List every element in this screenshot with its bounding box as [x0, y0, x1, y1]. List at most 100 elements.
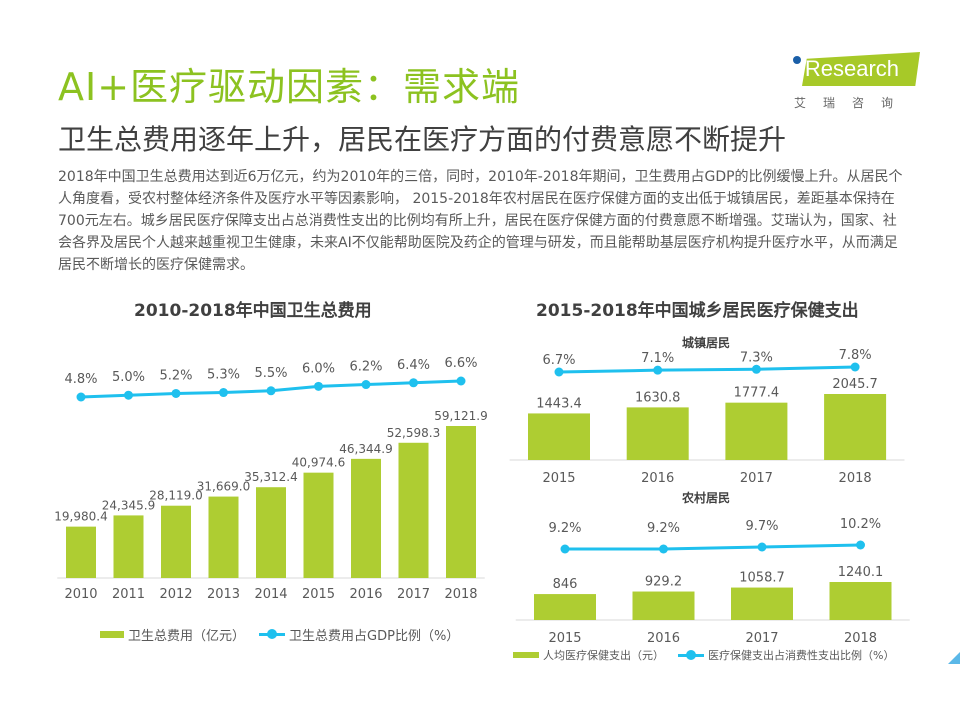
- chart-subtitle-urban: 城镇居民: [682, 336, 731, 350]
- line-value-label: 6.0%: [302, 361, 335, 376]
- x-tick-label: 2014: [254, 587, 287, 602]
- bar: [824, 394, 887, 460]
- x-tick-label: 2016: [641, 471, 674, 486]
- bar: [829, 582, 892, 620]
- legend-line-swatch: [678, 649, 704, 660]
- line-value-label: 6.2%: [349, 360, 382, 375]
- line-point: [856, 540, 865, 550]
- line-point: [314, 381, 323, 391]
- x-tick-label: 2011: [112, 587, 145, 602]
- bar: [725, 402, 788, 460]
- line-point: [219, 388, 228, 398]
- bar-value-label: 24,345.9: [102, 498, 155, 512]
- bar-value-label: 1630.8: [635, 390, 681, 405]
- bar: [534, 594, 596, 620]
- legend-right: 人均医疗保健支出（元） 医疗保健支出占消费性支出比例（%）: [513, 647, 894, 663]
- bar: [446, 426, 476, 578]
- bar-value-label: 52,598.3: [387, 426, 440, 440]
- bar: [303, 472, 334, 578]
- bar-value-label: 1443.4: [536, 396, 582, 411]
- line-value-label: 5.5%: [254, 366, 287, 381]
- bar: [626, 407, 689, 460]
- bar: [66, 526, 96, 578]
- x-tick-label: 2016: [349, 587, 382, 602]
- bar-value-label: 2045.7: [832, 377, 878, 392]
- legend-left: 卫生总费用（亿元） 卫生总费用占GDP比例（%）: [100, 625, 459, 644]
- line-point: [653, 365, 663, 375]
- logo-text: iResearch: [800, 56, 900, 81]
- bar-value-label: 35,312.4: [244, 470, 297, 484]
- x-tick-label: 2018: [839, 471, 872, 486]
- bar-value-label: 28,119.0: [149, 489, 202, 503]
- page-subtitle: 卫生总费用逐年上升，居民在医疗方面的付费意愿不断提升: [58, 123, 787, 156]
- line-point: [266, 386, 276, 396]
- bar: [161, 505, 191, 578]
- bar: [528, 413, 590, 460]
- x-tick-label: 2018: [444, 587, 477, 602]
- bar: [398, 442, 429, 578]
- legend-bar-swatch: [513, 652, 539, 658]
- chart-title-left: 2010-2018年中国卫生总费用: [134, 301, 372, 321]
- line-series: [565, 543, 861, 551]
- x-tick-label: 2016: [647, 631, 680, 646]
- line-value-label: 7.3%: [740, 350, 773, 365]
- line-point: [409, 378, 418, 388]
- line-point: [124, 390, 133, 400]
- logo-cn: 艾瑞咨询: [794, 96, 911, 110]
- legend-bar-label: 人均医疗保健支出（元）: [543, 649, 664, 662]
- bar-value-label: 1058.7: [739, 571, 785, 586]
- line-series: [558, 365, 856, 374]
- line-point: [560, 544, 570, 554]
- line-value-label: 10.2%: [840, 517, 881, 532]
- legend-line-label: 医疗保健支出占消费性支出比例（%）: [708, 649, 895, 662]
- bar-value-label: 40,974.6: [292, 456, 345, 470]
- x-tick-label: 2018: [844, 631, 877, 646]
- x-tick-label: 2015: [302, 587, 335, 602]
- body-text: 2018年中国卫生总费用达到近6万亿元，约为2010年的三倍，同时，2010年-…: [58, 169, 903, 273]
- line-value-label: 5.3%: [207, 368, 240, 383]
- line-value-label: 6.7%: [542, 353, 575, 368]
- bar: [256, 487, 286, 578]
- corner-decoration: [948, 652, 960, 664]
- chart-subtitle-rural: 农村居民: [682, 491, 731, 505]
- x-tick-label: 2012: [159, 587, 192, 602]
- bar-value-label: 846: [553, 577, 578, 592]
- bar-value-label: 31,669.0: [197, 480, 250, 494]
- line-value-label: 9.7%: [745, 519, 778, 534]
- line-value-label: 5.2%: [159, 368, 192, 383]
- bar: [208, 496, 239, 578]
- page-title: AI+医疗驱动因素：需求端: [58, 65, 521, 109]
- legend-line-swatch: [259, 629, 286, 639]
- bar: [113, 515, 144, 578]
- line-point: [171, 388, 181, 398]
- line-point: [659, 544, 668, 554]
- line-value-label: 7.8%: [839, 348, 872, 363]
- bar-value-label: 1240.1: [838, 565, 884, 580]
- line-point: [751, 364, 761, 374]
- x-tick-label: 2015: [542, 471, 575, 486]
- bar: [632, 591, 695, 620]
- bar-value-label: 59,121.9: [434, 409, 487, 423]
- line-point: [361, 380, 371, 390]
- bar-value-label: 929.2: [645, 575, 682, 590]
- legend-bar-label: 卫生总费用（亿元）: [128, 629, 246, 644]
- line-point: [456, 376, 466, 386]
- bar-value-label: 1777.4: [734, 386, 780, 401]
- x-tick-label: 2017: [745, 631, 778, 646]
- line-value-label: 9.2%: [647, 521, 680, 536]
- line-value-label: 5.0%: [112, 370, 145, 385]
- line-point: [76, 392, 86, 402]
- x-tick-label: 2017: [397, 587, 430, 602]
- line-point: [757, 542, 767, 552]
- line-value-label: 6.6%: [444, 356, 477, 371]
- bar: [731, 587, 793, 620]
- line-value-label: 4.8%: [64, 372, 97, 387]
- bar-value-label: 19,980.4: [54, 510, 107, 524]
- legend-bar-swatch: [100, 631, 124, 638]
- line-value-label: 7.1%: [641, 351, 674, 366]
- x-tick-label: 2017: [740, 471, 773, 486]
- line-point: [554, 367, 564, 377]
- legend-line-label: 卫生总费用占GDP比例（%）: [289, 629, 460, 644]
- x-tick-label: 2010: [64, 587, 97, 602]
